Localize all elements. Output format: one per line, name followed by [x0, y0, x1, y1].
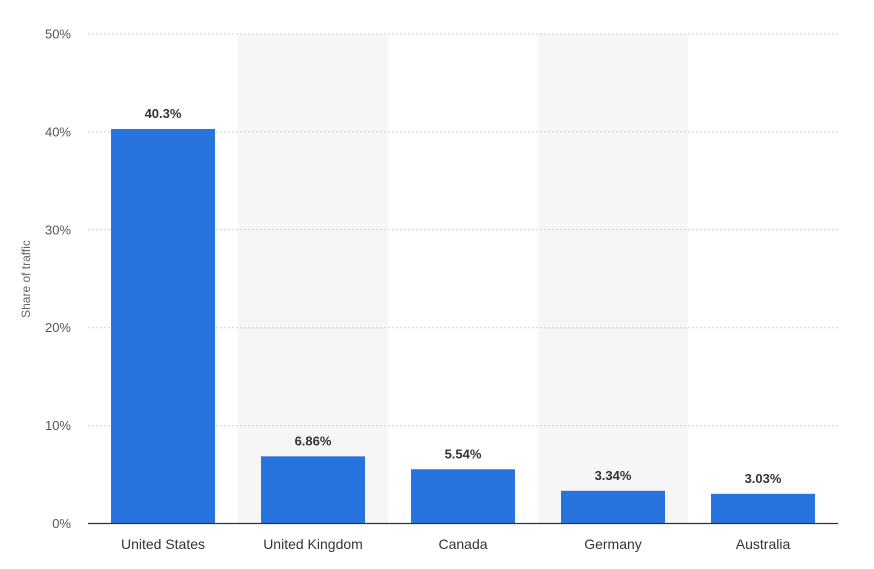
y-tick-label: 30%: [45, 222, 71, 237]
x-tick-label: Australia: [736, 536, 791, 552]
x-tick-label: United Kingdom: [263, 536, 363, 552]
x-tick-label: Canada: [438, 536, 487, 552]
x-tick-label: United States: [121, 536, 205, 552]
data-label: 5.54%: [445, 446, 482, 461]
bar-3: [561, 490, 665, 524]
data-label: 3.03%: [745, 471, 782, 486]
y-tick-label: 10%: [45, 418, 71, 433]
x-tick-label: Germany: [584, 536, 642, 552]
data-label: 3.34%: [595, 468, 632, 483]
data-labels: 40.3% 6.86% 5.54% 3.34% 3.03%: [145, 106, 782, 486]
bars: [111, 128, 815, 524]
data-label: 6.86%: [295, 433, 332, 448]
bar-1: [261, 456, 365, 524]
bar-2: [411, 469, 515, 524]
alternating-bands: [238, 34, 688, 524]
band-1: [238, 34, 388, 524]
y-tick-label: 0%: [52, 516, 71, 531]
data-label: 40.3%: [145, 106, 182, 121]
band-3: [538, 34, 688, 524]
y-tick-label: 20%: [45, 320, 71, 335]
bar-4: [711, 493, 815, 524]
bar-0: [111, 128, 215, 524]
y-tick-label: 50%: [45, 27, 71, 42]
y-axis-ticks: 0% 10% 20% 30% 40% 50%: [45, 27, 71, 532]
y-tick-label: 40%: [45, 124, 71, 139]
x-axis-labels: United States United Kingdom Canada Germany…: [121, 536, 790, 552]
y-axis-title: Share of traffic: [19, 240, 33, 318]
